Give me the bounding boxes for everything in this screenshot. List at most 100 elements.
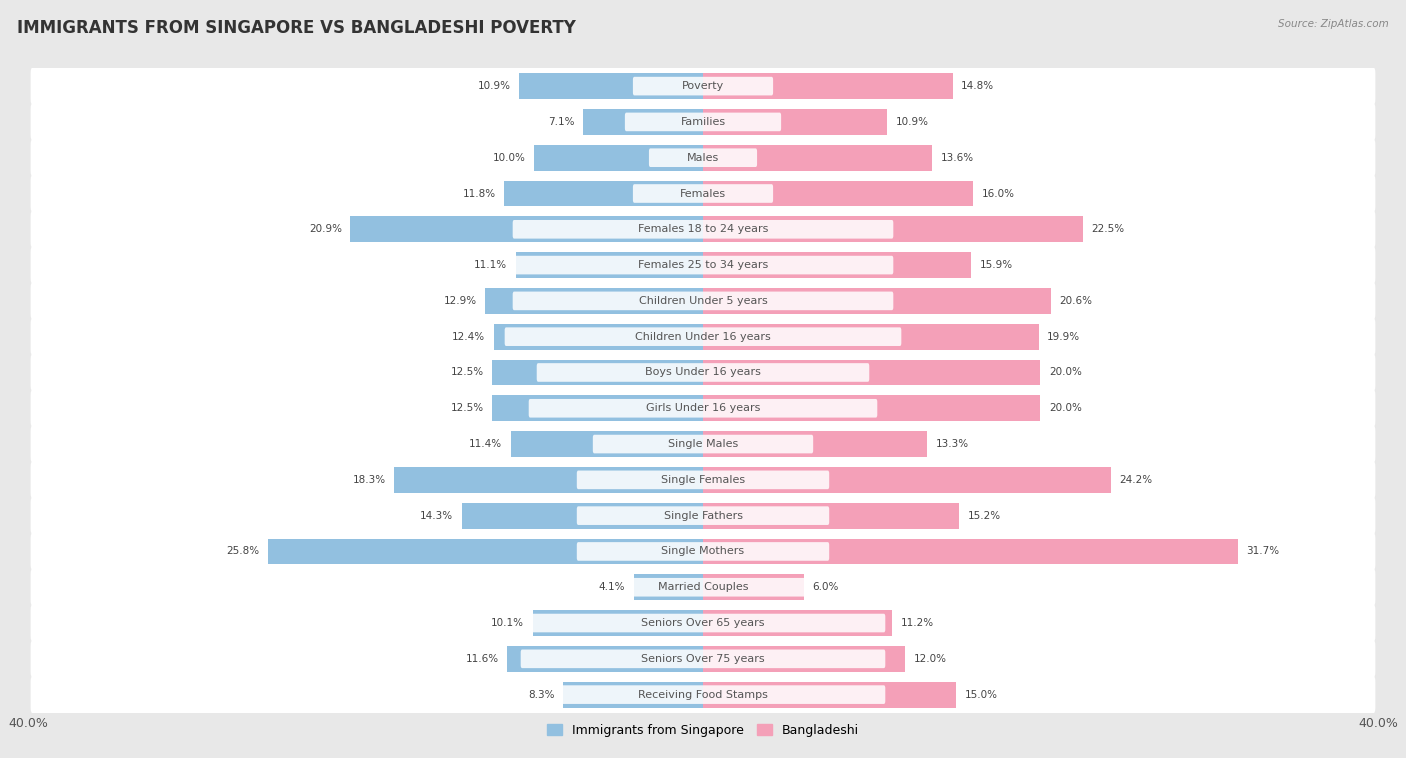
Text: 12.5%: 12.5%: [450, 403, 484, 413]
Text: Boys Under 16 years: Boys Under 16 years: [645, 368, 761, 377]
Bar: [703, 539, 1237, 564]
Text: Poverty: Poverty: [682, 81, 724, 91]
Text: 14.3%: 14.3%: [420, 511, 453, 521]
Text: 7.1%: 7.1%: [548, 117, 575, 127]
FancyBboxPatch shape: [650, 149, 756, 167]
Text: Single Males: Single Males: [668, 439, 738, 449]
Bar: [703, 431, 928, 457]
Bar: [394, 467, 703, 493]
FancyBboxPatch shape: [520, 614, 886, 632]
Text: 11.1%: 11.1%: [474, 260, 508, 270]
Bar: [703, 610, 891, 636]
Bar: [703, 646, 905, 672]
FancyBboxPatch shape: [593, 435, 813, 453]
FancyBboxPatch shape: [505, 327, 901, 346]
Text: Seniors Over 65 years: Seniors Over 65 years: [641, 618, 765, 628]
Text: Single Fathers: Single Fathers: [664, 511, 742, 521]
FancyBboxPatch shape: [633, 184, 773, 203]
Text: Girls Under 16 years: Girls Under 16 years: [645, 403, 761, 413]
FancyBboxPatch shape: [31, 496, 1375, 534]
Text: Single Mothers: Single Mothers: [661, 547, 745, 556]
FancyBboxPatch shape: [31, 425, 1375, 463]
Text: Males: Males: [688, 152, 718, 163]
Bar: [492, 359, 703, 385]
Text: 8.3%: 8.3%: [529, 690, 554, 700]
Text: 25.8%: 25.8%: [226, 547, 259, 556]
Text: 11.8%: 11.8%: [463, 189, 495, 199]
FancyBboxPatch shape: [513, 220, 893, 239]
FancyBboxPatch shape: [569, 578, 837, 597]
Text: Children Under 5 years: Children Under 5 years: [638, 296, 768, 306]
Text: Married Couples: Married Couples: [658, 582, 748, 592]
Text: 13.6%: 13.6%: [941, 152, 974, 163]
FancyBboxPatch shape: [529, 399, 877, 418]
Bar: [350, 217, 703, 243]
Text: 13.3%: 13.3%: [936, 439, 969, 449]
FancyBboxPatch shape: [31, 67, 1375, 105]
Bar: [703, 467, 1111, 493]
Text: 20.0%: 20.0%: [1049, 368, 1081, 377]
Text: 22.5%: 22.5%: [1091, 224, 1125, 234]
Text: Single Females: Single Females: [661, 475, 745, 485]
Text: 15.0%: 15.0%: [965, 690, 997, 700]
Bar: [703, 145, 932, 171]
FancyBboxPatch shape: [31, 390, 1375, 428]
FancyBboxPatch shape: [31, 640, 1375, 678]
Text: 19.9%: 19.9%: [1047, 332, 1080, 342]
Text: 4.1%: 4.1%: [599, 582, 626, 592]
Legend: Immigrants from Singapore, Bangladeshi: Immigrants from Singapore, Bangladeshi: [543, 719, 863, 742]
Text: 16.0%: 16.0%: [981, 189, 1014, 199]
Bar: [703, 575, 804, 600]
FancyBboxPatch shape: [520, 650, 886, 668]
Bar: [703, 288, 1050, 314]
Text: 12.4%: 12.4%: [453, 332, 485, 342]
Text: Families: Families: [681, 117, 725, 127]
FancyBboxPatch shape: [31, 139, 1375, 177]
Text: Females 18 to 24 years: Females 18 to 24 years: [638, 224, 768, 234]
Bar: [703, 109, 887, 135]
FancyBboxPatch shape: [576, 542, 830, 561]
Bar: [634, 575, 703, 600]
Text: Females 25 to 34 years: Females 25 to 34 years: [638, 260, 768, 270]
Text: 15.2%: 15.2%: [967, 511, 1001, 521]
Text: 10.0%: 10.0%: [494, 152, 526, 163]
Bar: [703, 359, 1040, 385]
Text: 14.8%: 14.8%: [962, 81, 994, 91]
Text: 12.5%: 12.5%: [450, 368, 484, 377]
Bar: [492, 396, 703, 421]
FancyBboxPatch shape: [31, 210, 1375, 249]
Text: 20.0%: 20.0%: [1049, 403, 1081, 413]
Text: 18.3%: 18.3%: [353, 475, 385, 485]
FancyBboxPatch shape: [31, 282, 1375, 320]
Text: 24.2%: 24.2%: [1119, 475, 1153, 485]
Text: 10.1%: 10.1%: [491, 618, 524, 628]
FancyBboxPatch shape: [537, 363, 869, 382]
Text: Seniors Over 75 years: Seniors Over 75 years: [641, 654, 765, 664]
Text: 10.9%: 10.9%: [896, 117, 928, 127]
Bar: [703, 681, 956, 707]
Bar: [510, 431, 703, 457]
Bar: [703, 74, 953, 99]
FancyBboxPatch shape: [576, 506, 830, 525]
Text: 15.9%: 15.9%: [980, 260, 1012, 270]
Bar: [703, 324, 1039, 349]
Bar: [516, 252, 703, 278]
Bar: [494, 324, 703, 349]
FancyBboxPatch shape: [31, 246, 1375, 284]
FancyBboxPatch shape: [576, 471, 830, 489]
Text: 12.9%: 12.9%: [444, 296, 477, 306]
Text: Children Under 16 years: Children Under 16 years: [636, 332, 770, 342]
Bar: [703, 217, 1083, 243]
FancyBboxPatch shape: [31, 461, 1375, 499]
Bar: [267, 539, 703, 564]
FancyBboxPatch shape: [513, 292, 893, 310]
Bar: [583, 109, 703, 135]
Text: Source: ZipAtlas.com: Source: ZipAtlas.com: [1278, 19, 1389, 29]
Bar: [703, 503, 959, 528]
FancyBboxPatch shape: [31, 675, 1375, 713]
FancyBboxPatch shape: [520, 685, 886, 704]
FancyBboxPatch shape: [31, 318, 1375, 356]
FancyBboxPatch shape: [31, 103, 1375, 141]
Text: Females: Females: [681, 189, 725, 199]
Text: 11.2%: 11.2%: [900, 618, 934, 628]
